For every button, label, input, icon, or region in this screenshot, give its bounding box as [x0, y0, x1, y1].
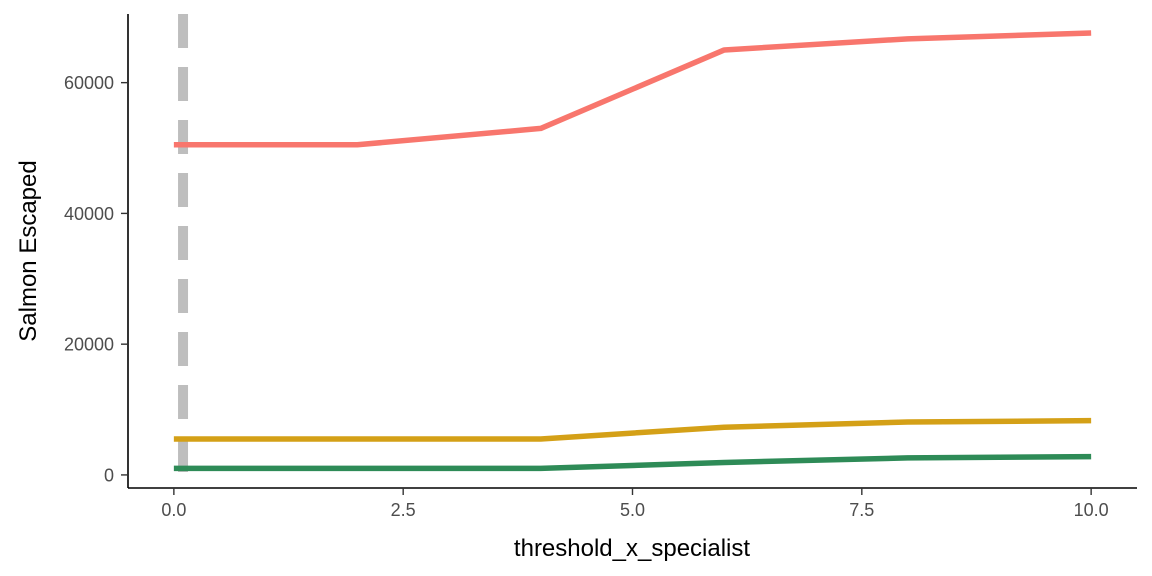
x-tick-label: 10.0: [1074, 500, 1109, 520]
series-line-2: [173, 417, 1092, 442]
x-tick-label: 5.0: [620, 500, 645, 520]
series-layer: [173, 14, 1092, 488]
y-tick-label: 0: [104, 465, 114, 485]
x-tick-label: 7.5: [849, 500, 874, 520]
y-axis-title: Salmon Escaped: [15, 160, 42, 341]
y-tick-label: 40000: [64, 204, 114, 224]
series-line-3: [173, 453, 1092, 472]
x-tick-label: 0.0: [161, 500, 186, 520]
series-line-1: [173, 30, 1092, 148]
ticks-layer: 0.0 2.5 5.0 7.5 10.0 0 20000 40000 60000: [64, 73, 1109, 520]
y-tick-label: 20000: [64, 335, 114, 355]
x-axis-title: threshold_x_specialist: [514, 535, 750, 562]
x-tick-label: 2.5: [391, 500, 416, 520]
y-tick-label: 60000: [64, 73, 114, 93]
